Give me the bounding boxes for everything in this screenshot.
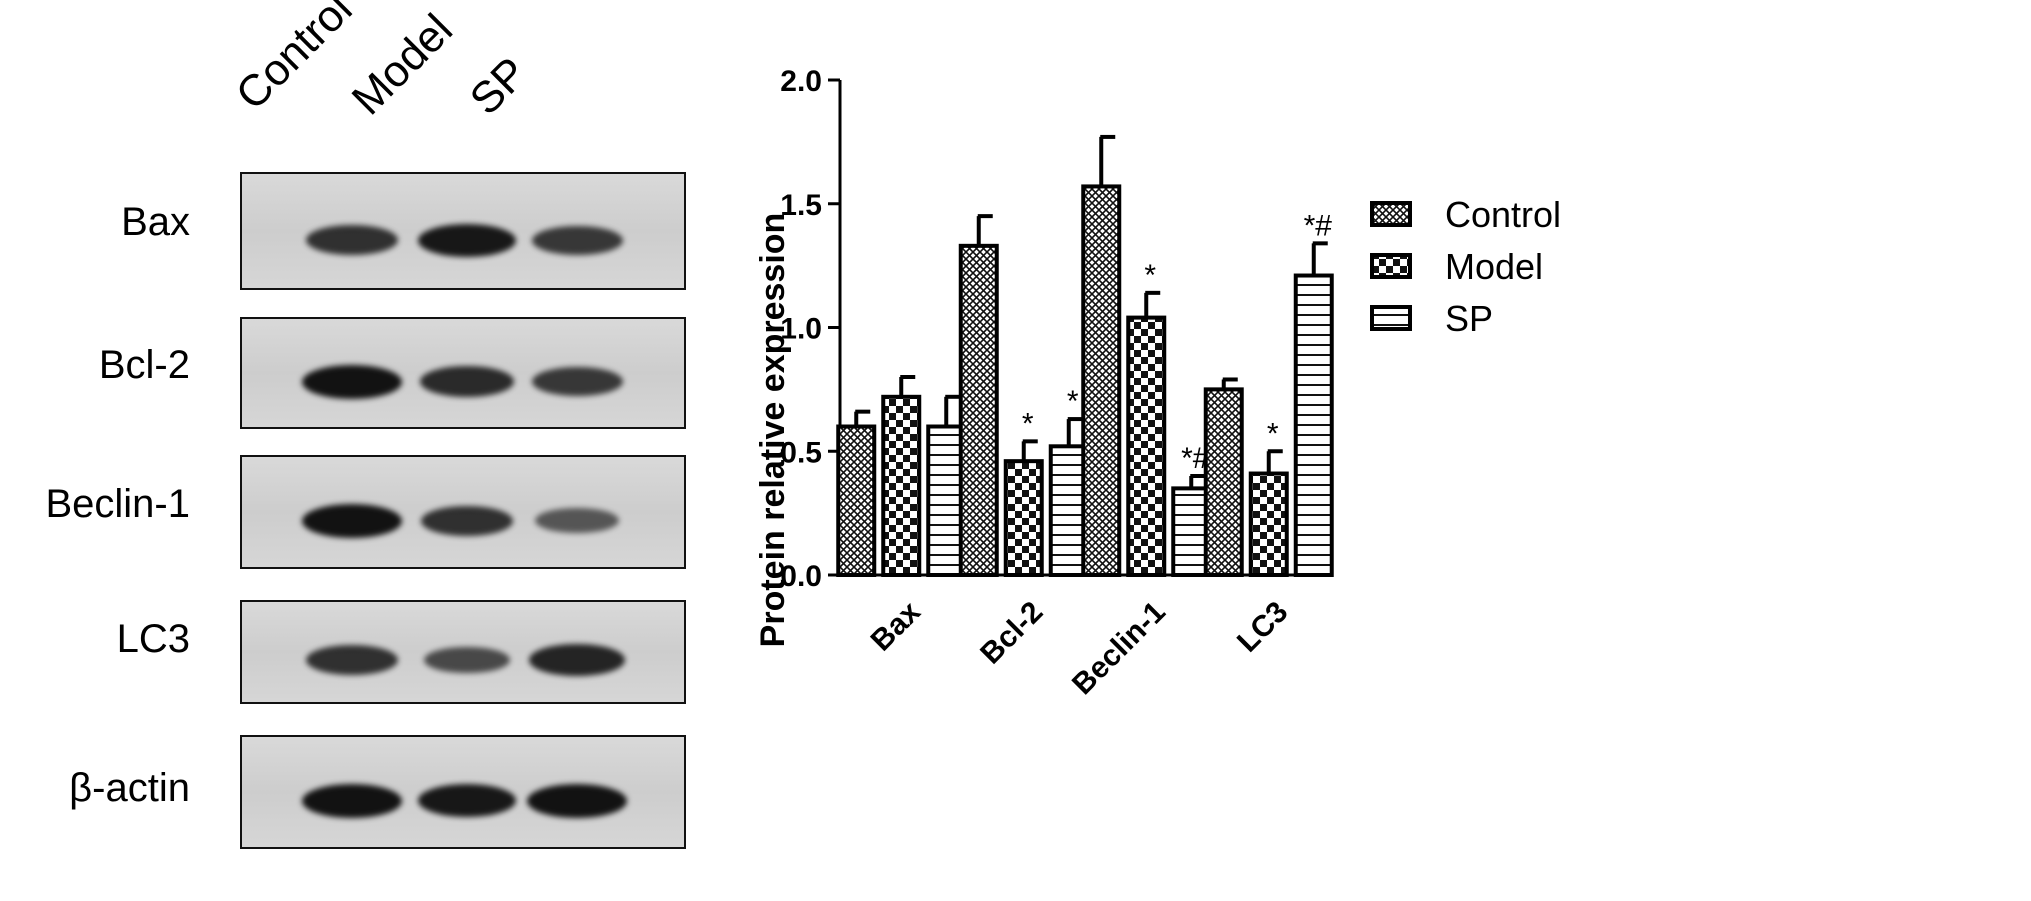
blot-band [302, 783, 402, 818]
row-label-beclin1: Beclin-1 [45, 482, 190, 526]
legend-label: Control [1445, 194, 1561, 235]
significance-mark: * [1267, 417, 1279, 450]
bars: Bax**Bcl-2**#Beclin-1**#LC3 [836, 134, 1334, 701]
bar [1171, 486, 1212, 577]
bar [1081, 184, 1122, 578]
blot-band [529, 644, 625, 676]
bar [881, 394, 922, 577]
row-label-bcl2: Bcl-2 [98, 343, 190, 387]
legend-swatch [1370, 201, 1412, 227]
y-tick-label: 2.0 [780, 65, 822, 98]
legend-label: SP [1445, 298, 1493, 339]
blot-band [535, 508, 619, 534]
blot-band [305, 645, 399, 675]
blot-band [302, 364, 402, 399]
western-blot-panel: Control Model SP Bax Bcl-2 Beclin-1 LC3 … [0, 0, 720, 901]
blot-strip-lc3 [240, 600, 686, 704]
blot-band [420, 366, 514, 398]
blot-strip-bax [240, 172, 686, 290]
bar [1203, 387, 1244, 577]
blot-band [302, 503, 402, 538]
y-tick-label: 1.0 [780, 313, 822, 346]
significance-mark: * [1067, 385, 1079, 418]
bar [1293, 273, 1334, 577]
bar [1003, 459, 1044, 577]
blot-strip-bcl2 [240, 317, 686, 429]
legend: Control Model SP [1370, 194, 1561, 339]
lane-label-model: Model [342, 4, 463, 125]
x-tick-label: Bax [865, 595, 927, 657]
bar-chart: Protein relative expression 0.0 0.5 1.0 1.5… [754, 65, 1561, 701]
blot-band [420, 505, 514, 536]
blot-band [417, 223, 517, 257]
blot-band [305, 225, 399, 256]
bar [1126, 315, 1167, 577]
blot-band [531, 367, 623, 397]
lane-label-sp: SP [460, 48, 537, 125]
legend-swatch [1370, 305, 1412, 331]
row-label-bax: Bax [121, 200, 190, 244]
x-tick-label: LC3 [1231, 595, 1294, 658]
significance-mark: *# [1304, 209, 1333, 242]
x-tick-label: Beclin-1 [1066, 595, 1172, 701]
blot-band [417, 784, 517, 818]
lane-label-control: Control [226, 0, 362, 120]
row-label-lc3: LC3 [116, 617, 190, 661]
blot-band [531, 225, 623, 255]
y-axis-label: Protein relative expression [754, 213, 792, 648]
x-tick-label: Bcl-2 [974, 595, 1049, 670]
blot-band [527, 783, 627, 818]
bar [958, 243, 999, 577]
blot-strip-beclin1 [240, 455, 686, 569]
legend-swatch [1370, 253, 1412, 279]
bar [836, 424, 877, 577]
y-tick-label: 1.5 [780, 189, 822, 222]
legend-label: Model [1445, 246, 1543, 287]
significance-mark: * [1144, 259, 1156, 292]
blot-band [423, 646, 511, 674]
y-tick-label: 0.5 [780, 436, 822, 469]
bar [1248, 471, 1289, 577]
row-label-beta-actin: β-actin [69, 766, 190, 810]
significance-mark: * [1022, 407, 1034, 440]
y-tick-label: 0.0 [780, 560, 822, 593]
bar [926, 424, 967, 577]
blot-strip-beta-actin [240, 735, 686, 849]
